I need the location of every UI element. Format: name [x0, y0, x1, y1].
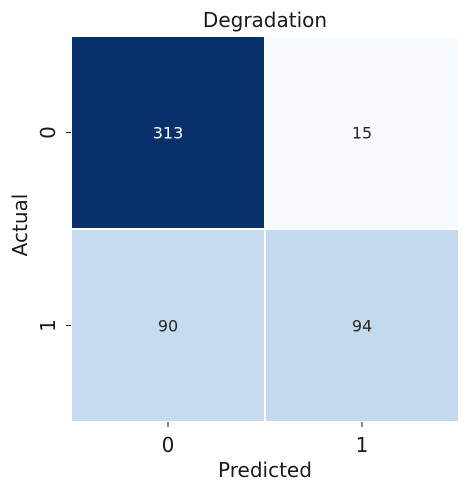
- heatmap-cell-1-0: [70, 228, 266, 423]
- x-tick-label-0: 0: [162, 433, 175, 457]
- heatmap-cell-labels: 313 15 90 94: [153, 124, 372, 336]
- y-axis-ticks: 01: [36, 126, 71, 332]
- chart-title: Degradation: [203, 8, 327, 32]
- heatmap-cell-0-0: [70, 35, 266, 230]
- cell-value-label-0-1: 15: [352, 124, 372, 143]
- x-axis-label: Predicted: [218, 458, 312, 482]
- y-tick-label-0: 0: [36, 126, 60, 139]
- heatmap-cell-1-1: [264, 228, 460, 423]
- y-tick-label-1: 1: [36, 319, 60, 332]
- cell-value-label-1-1: 94: [352, 317, 372, 336]
- heatmap-cell-0-1: [264, 35, 460, 230]
- x-tick-label-1: 1: [356, 433, 369, 457]
- cell-value-label-1-0: 90: [158, 317, 178, 336]
- heatmap-cells: [70, 35, 460, 423]
- cell-value-label-0-0: 313: [153, 124, 184, 143]
- y-axis-label: Actual: [8, 194, 32, 257]
